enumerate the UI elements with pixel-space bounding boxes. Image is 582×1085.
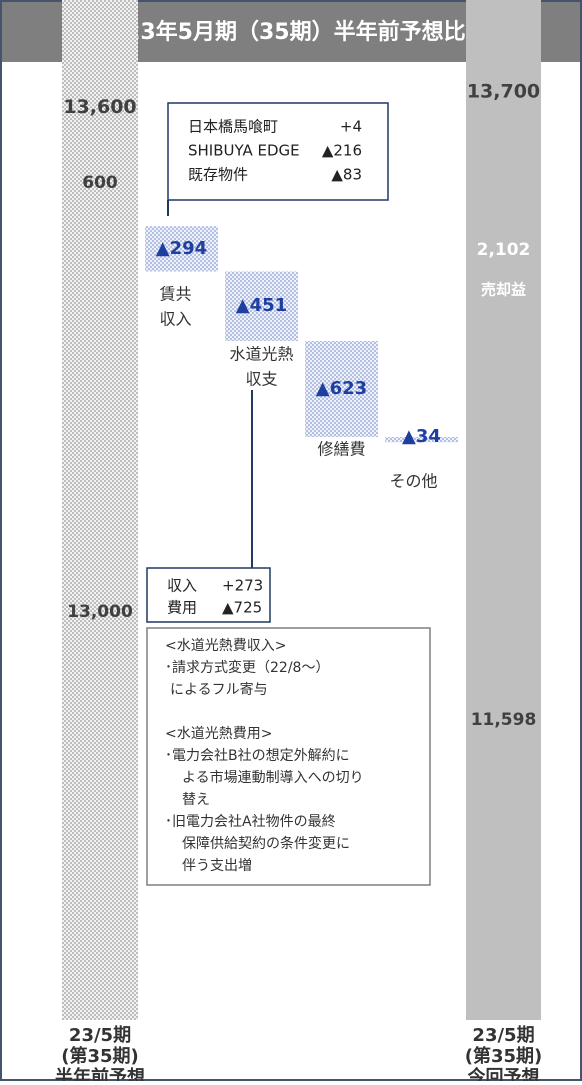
annotation-value: ▲83 — [331, 166, 362, 184]
value-label: ▲451 — [236, 295, 287, 316]
annotation-text: SHIBUYA EDGE — [188, 142, 300, 160]
segment-label: 13,000 — [67, 602, 133, 622]
annotation-text: によるフル寄与 — [170, 681, 268, 698]
annotation-text: よる市場連動制導入への切り — [182, 769, 364, 786]
step-bar — [305, 340, 378, 438]
step-name: 修繕費 — [317, 440, 365, 459]
step-name: その他 — [389, 472, 437, 491]
annotation-text: 費用 — [167, 599, 197, 617]
step-name: 賃共 — [159, 285, 191, 304]
step-name: 収支 — [245, 370, 277, 389]
segment-note: 売却益 — [481, 281, 526, 299]
annotation-text: 既存物件 — [188, 166, 248, 184]
annotation-box — [146, 567, 271, 623]
step-bar — [385, 437, 458, 443]
step-name: 収入 — [159, 310, 191, 329]
annotation-text: ･旧電力会社A社物件の最終 — [165, 814, 336, 830]
annotation-text: 日本橋馬喰町 — [188, 118, 278, 136]
annotation-box — [146, 627, 431, 886]
segment-label: 11,598 — [471, 710, 537, 730]
category-label: 23/5期 — [472, 1025, 534, 1046]
annotation-text: <水道光熱費収入> — [165, 638, 286, 654]
category-label: (第35期) — [61, 1045, 139, 1067]
annotation-value: ▲216 — [322, 142, 362, 160]
annotation-text: 伴う支出増 — [182, 858, 252, 874]
annotation-value: +4 — [340, 118, 362, 136]
segment-label: 600 — [82, 173, 118, 193]
chart-title: 2023年5月期（35期）半年前予想比較 — [94, 19, 488, 45]
category-label: 今回予想 — [468, 1066, 540, 1081]
annotation-text: 収入 — [167, 577, 197, 595]
annotation-text: 替え — [182, 792, 210, 808]
bar-segment — [62, 0, 138, 1020]
segment-label: 2,102 — [477, 240, 531, 260]
annotation-value: +273 — [222, 577, 263, 595]
annotation-text: ･請求方式変更（22/8～） — [165, 659, 329, 676]
value-label: ▲294 — [156, 238, 207, 259]
annotation-value: ▲725 — [222, 599, 262, 617]
annotation-text: ･電力会社B社の想定外解約に — [165, 748, 350, 764]
total-label: 13,700 — [467, 81, 540, 103]
step-name: 水道光熱 — [229, 345, 293, 364]
annotation-text: <水道光熱費用> — [165, 726, 272, 742]
total-label: 13,600 — [63, 96, 136, 118]
step-bar — [145, 226, 218, 272]
category-label: 半年前予想 — [55, 1066, 145, 1081]
step-bar — [225, 271, 298, 341]
bar-segment — [466, 0, 541, 1021]
category-label: 23/5期 — [69, 1025, 131, 1046]
value-label: ▲623 — [316, 378, 367, 399]
category-label: (第35期) — [465, 1045, 543, 1067]
annotation-box — [167, 102, 389, 201]
annotation-text: 保障供給契約の条件変更に — [182, 835, 350, 852]
value-label: ▲34 — [402, 426, 441, 447]
